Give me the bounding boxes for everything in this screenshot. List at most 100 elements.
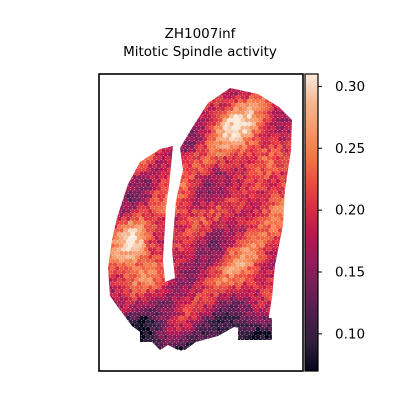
tissue-spot <box>169 117 175 123</box>
tissue-spot <box>224 273 230 279</box>
tissue-spot <box>207 342 212 347</box>
tissue-spot <box>293 247 298 252</box>
tissue-spot <box>286 197 292 203</box>
tissue-spot <box>178 338 184 343</box>
tissue-spot <box>130 315 135 321</box>
tissue-spot <box>249 277 254 283</box>
tissue-spot <box>244 323 250 328</box>
tissue-spot <box>233 243 239 248</box>
tissue-spot <box>198 304 204 309</box>
tissue-spot <box>262 88 267 93</box>
tissue-spot <box>139 193 144 199</box>
tissue-spot <box>176 129 182 134</box>
tissue-spot <box>117 345 122 351</box>
tissue-spot <box>227 178 232 184</box>
tissue-spot <box>242 121 248 127</box>
tissue-spot <box>183 209 188 214</box>
tissue-spot <box>293 217 298 222</box>
tissue-spot <box>143 239 149 245</box>
tissue-spot <box>143 262 149 267</box>
tissue-spot <box>220 220 226 226</box>
tissue-spot <box>110 114 116 119</box>
tissue-spot <box>196 262 201 267</box>
tissue-spot <box>152 323 157 328</box>
tissue-spot <box>242 190 248 195</box>
tissue-spot <box>288 300 292 305</box>
tissue-spot <box>293 164 298 169</box>
tissue-spot <box>128 326 133 332</box>
tissue-spot <box>213 201 219 207</box>
tissue-spot <box>176 334 182 340</box>
tissue-spot <box>244 247 250 252</box>
tissue-spot <box>275 171 281 176</box>
tissue-spot <box>191 239 197 245</box>
tissue-spot <box>282 98 287 104</box>
tissue-spot <box>117 148 122 153</box>
tissue-spot <box>134 193 140 199</box>
tissue-spot <box>172 114 177 119</box>
tissue-spot <box>255 152 261 157</box>
tissue-spot <box>163 129 168 134</box>
tissue-spot <box>163 114 168 119</box>
tissue-spot <box>240 95 245 100</box>
tissue-spot <box>222 269 228 275</box>
tissue-spot <box>156 201 162 207</box>
tissue-spot <box>152 95 157 100</box>
tissue-spot <box>108 220 111 226</box>
tissue-spot <box>112 315 118 321</box>
tissue-spot <box>108 254 109 260</box>
tissue-spot <box>114 288 120 294</box>
tissue-spot <box>271 178 276 184</box>
tissue-spot <box>246 273 252 279</box>
tissue-spot <box>119 319 124 324</box>
tissue-spot <box>143 110 149 115</box>
tissue-spot <box>216 182 221 188</box>
tissue-spot <box>172 152 177 157</box>
tissue-spot <box>134 338 140 343</box>
tissue-spot <box>125 315 131 321</box>
tissue-spot <box>161 315 166 321</box>
tissue-spot <box>132 220 138 226</box>
tissue-spot <box>260 197 265 203</box>
tissue-spot <box>165 216 171 222</box>
tissue-spot <box>123 258 129 264</box>
tissue-spot <box>277 342 283 347</box>
tissue-spot <box>143 209 149 214</box>
tissue-spot <box>249 186 254 191</box>
tissue-spot <box>102 175 107 180</box>
tissue-spot <box>242 91 248 96</box>
tissue-spot <box>191 277 197 283</box>
tissue-spot <box>145 311 151 317</box>
tissue-spot <box>286 334 292 340</box>
tissue-spot <box>246 228 252 233</box>
tissue-spot <box>117 247 122 252</box>
tissue-spot <box>260 304 265 309</box>
tissue-spot <box>150 114 155 119</box>
tissue-spot <box>262 239 267 245</box>
tissue-spot <box>108 171 109 176</box>
tissue-spot <box>251 296 256 302</box>
tissue-spot <box>282 288 287 294</box>
tissue-spot <box>180 334 186 340</box>
tissue-spot <box>231 277 237 283</box>
tissue-spot <box>117 216 122 222</box>
tissue-spot <box>169 125 175 131</box>
tissue-spot <box>102 122 107 127</box>
tissue-spot <box>262 193 267 199</box>
tissue-spot <box>156 345 162 351</box>
tissue-spot <box>238 121 243 127</box>
tissue-spot <box>255 220 261 226</box>
tissue-spot <box>189 266 195 271</box>
tissue-spot <box>108 277 109 283</box>
tissue-spot <box>165 125 171 131</box>
tissue-spot <box>180 228 186 233</box>
colorbar-tick-label: 0.20 <box>335 203 365 219</box>
tissue-spot <box>191 269 197 275</box>
tissue-spot <box>264 167 270 172</box>
tissue-spot <box>257 216 263 222</box>
tissue-spot <box>213 292 219 298</box>
tissue-spot <box>242 129 248 134</box>
tissue-spot <box>117 186 122 191</box>
tissue-spot <box>202 129 208 134</box>
tissue-spot <box>271 231 276 237</box>
